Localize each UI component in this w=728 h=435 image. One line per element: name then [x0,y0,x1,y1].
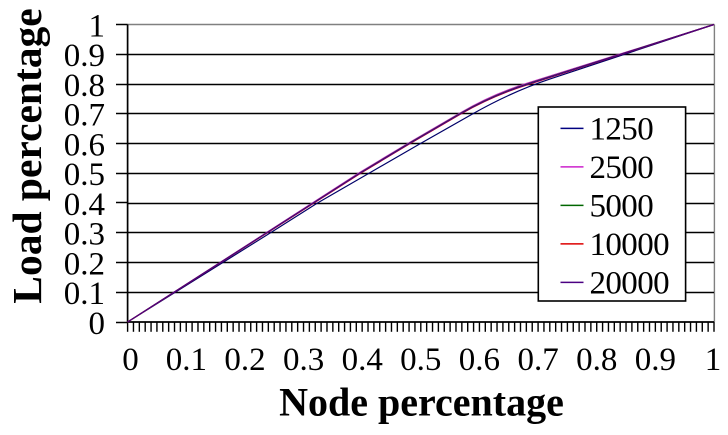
svg-text:Node percentage: Node percentage [279,380,564,425]
svg-text:10000: 10000 [590,227,670,263]
svg-text:0.4: 0.4 [342,342,383,378]
svg-text:0.9: 0.9 [635,342,676,378]
svg-text:0.3: 0.3 [283,342,324,378]
svg-text:0.2: 0.2 [64,246,105,282]
svg-text:0.6: 0.6 [459,342,500,378]
svg-text:0.9: 0.9 [64,38,105,74]
svg-text:0.4: 0.4 [64,187,105,223]
svg-text:0.7: 0.7 [64,98,105,134]
svg-text:0: 0 [89,306,106,342]
svg-text:Load percentage: Load percentage [4,8,50,303]
svg-text:5000: 5000 [590,188,654,224]
svg-text:0.5: 0.5 [400,342,441,378]
svg-text:0.7: 0.7 [517,342,558,378]
svg-text:1: 1 [705,342,722,378]
svg-text:1: 1 [89,8,106,44]
svg-text:0.3: 0.3 [64,217,105,253]
svg-text:2500: 2500 [590,150,654,186]
svg-text:0.8: 0.8 [64,68,105,104]
svg-text:20000: 20000 [590,265,670,301]
svg-text:0.1: 0.1 [166,342,207,378]
svg-text:0.5: 0.5 [64,157,105,193]
svg-text:0.8: 0.8 [576,342,617,378]
svg-text:0: 0 [122,342,139,378]
svg-text:1250: 1250 [590,111,654,147]
svg-text:0.2: 0.2 [224,342,265,378]
svg-text:0.6: 0.6 [64,127,105,163]
svg-text:0.1: 0.1 [64,276,105,312]
